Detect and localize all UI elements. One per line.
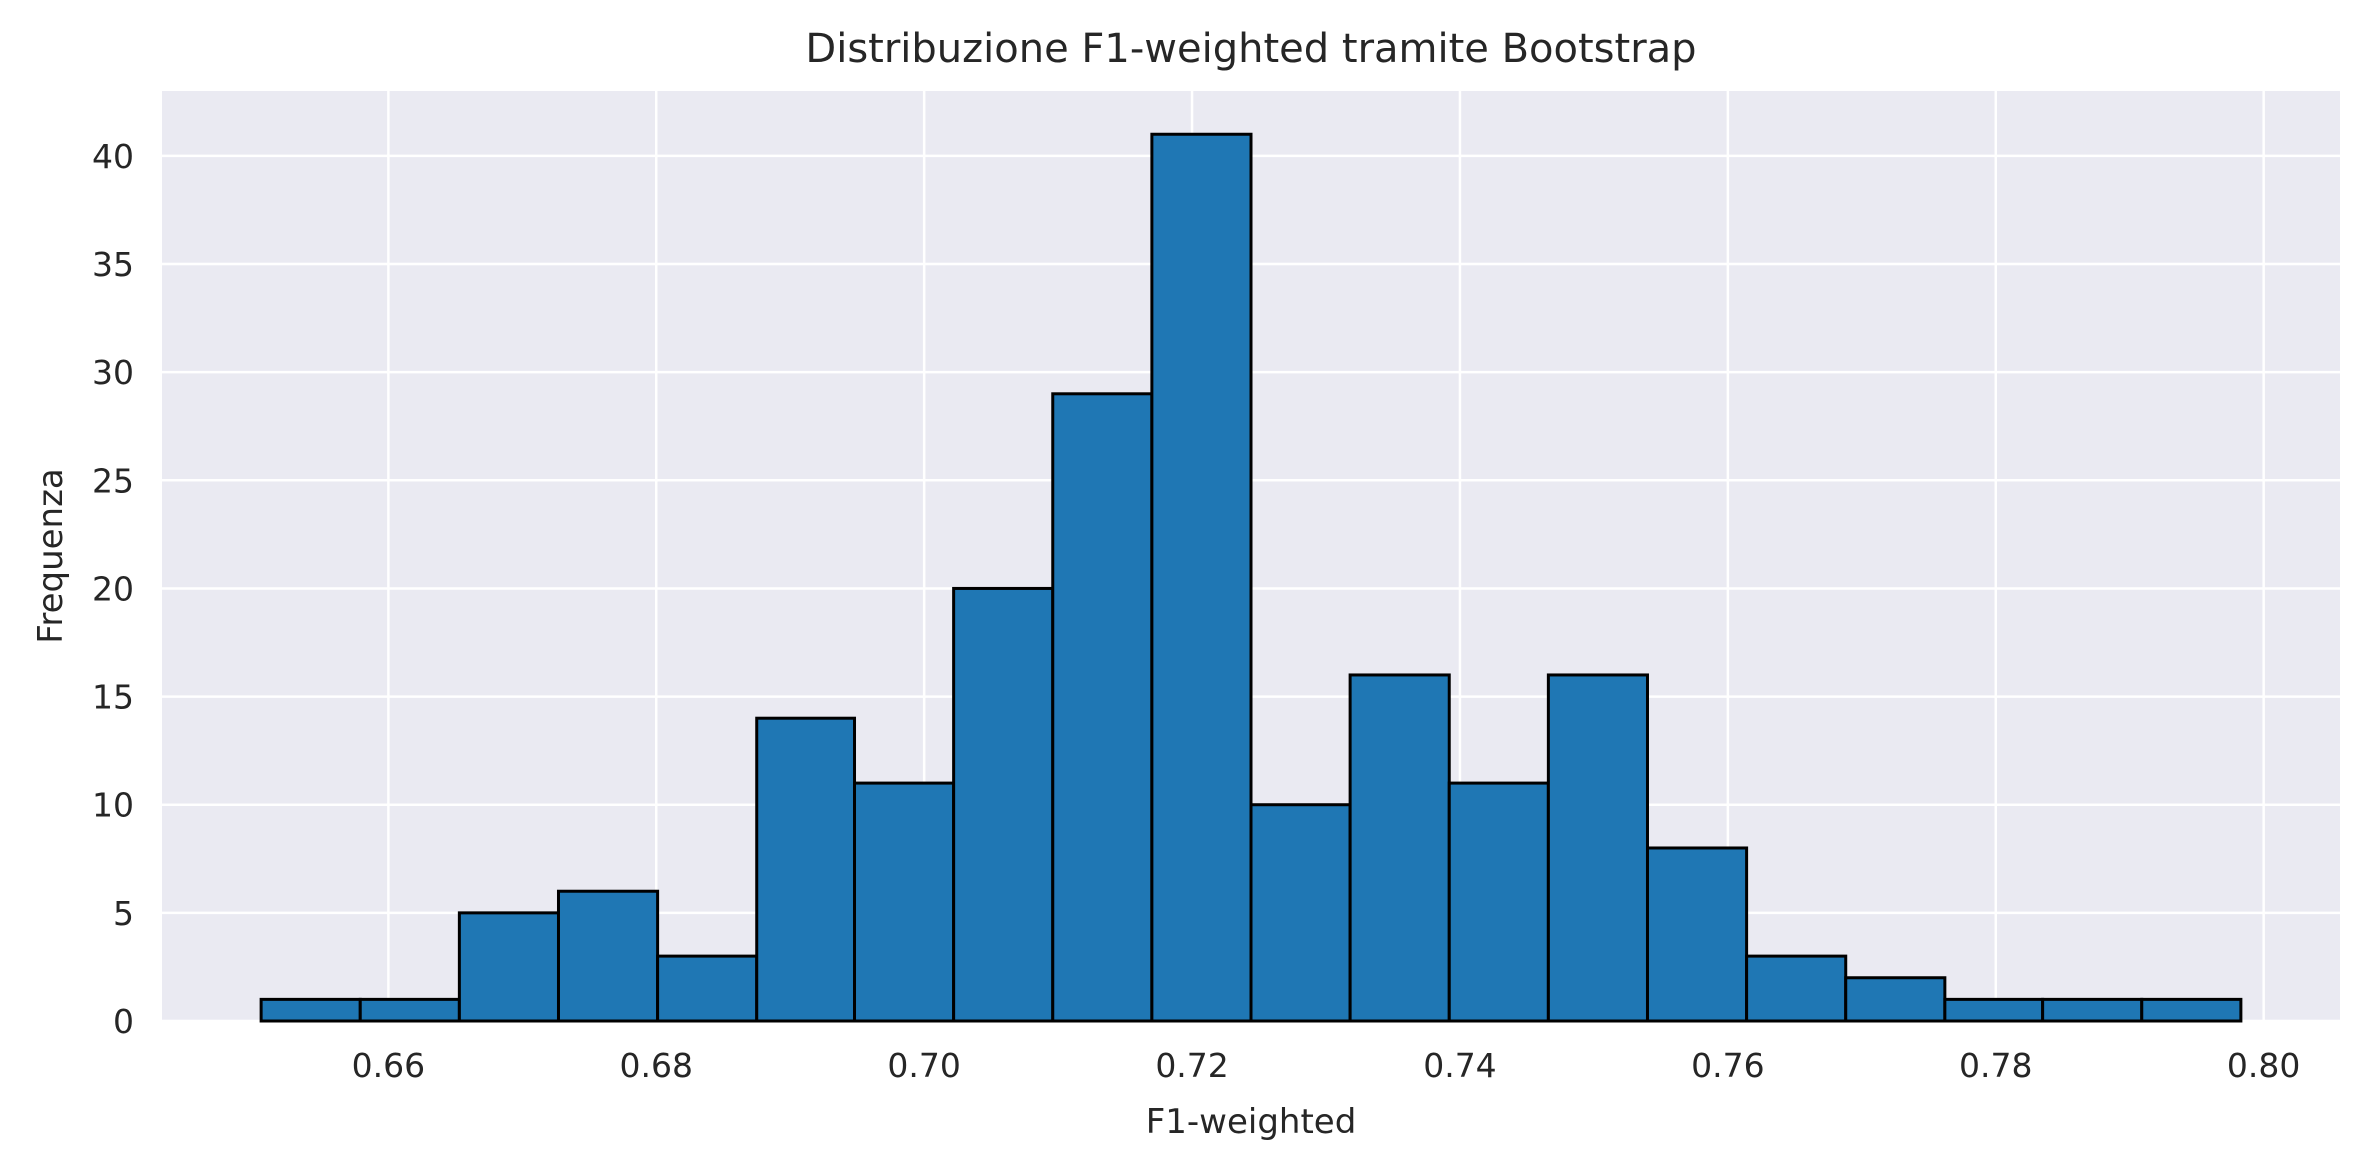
x-tick-label: 0.74 <box>1423 1046 1496 1085</box>
histogram-bar <box>358 997 461 1023</box>
y-tick-label: 35 <box>92 245 134 284</box>
x-tick-label: 0.66 <box>352 1046 425 1085</box>
histogram-bar <box>1051 392 1154 1023</box>
x-tick-label: 0.70 <box>887 1046 960 1085</box>
histogram-bar <box>1150 132 1253 1023</box>
x-tick-label: 0.68 <box>620 1046 693 1085</box>
x-tick-label: 0.78 <box>1959 1046 2032 1085</box>
histogram-bar <box>556 889 660 1023</box>
histogram-bar <box>1745 954 1848 1023</box>
axis-ticks: 0.66 0.68 0.70 0.72 0.74 0.76 0.78 0.80 0 5 10 15 20… <box>92 137 2300 1085</box>
y-tick-label: 5 <box>113 894 134 933</box>
y-tick-label: 30 <box>92 353 134 392</box>
histogram-bar <box>1844 976 1947 1023</box>
y-tick-label: 10 <box>92 786 134 825</box>
y-axis-label: Frequenza <box>31 468 71 644</box>
histogram-bar <box>1348 673 1451 1023</box>
histogram-bar <box>1943 997 2045 1023</box>
histogram-bar <box>1249 803 1352 1023</box>
histogram-bar <box>259 997 362 1023</box>
x-tick-label: 0.72 <box>1155 1046 1228 1085</box>
y-tick-label: 40 <box>92 137 134 176</box>
x-tick-label: 0.80 <box>2227 1046 2300 1085</box>
y-tick-label: 15 <box>92 678 134 717</box>
histogram-bar <box>457 911 560 1023</box>
histogram-bar <box>853 781 956 1023</box>
chart-title: Distribuzione F1-weighted tramite Bootst… <box>805 26 1696 72</box>
histogram-bar <box>2140 997 2243 1023</box>
y-tick-label: 0 <box>113 1002 134 1041</box>
histogram-bar <box>2041 997 2144 1023</box>
histogram-bar <box>1546 673 1649 1023</box>
histogram-bars <box>259 132 2243 1023</box>
x-tick-label: 0.76 <box>1691 1046 1764 1085</box>
histogram-bar <box>755 716 857 1023</box>
histogram-bar <box>1447 781 1550 1023</box>
y-tick-label: 25 <box>92 461 134 500</box>
histogram-bar <box>952 586 1055 1023</box>
y-tick-label: 20 <box>92 569 134 608</box>
histogram-bar <box>656 954 759 1023</box>
x-axis-label: F1-weighted <box>1146 1102 1357 1142</box>
histogram-bar <box>1645 846 1749 1023</box>
